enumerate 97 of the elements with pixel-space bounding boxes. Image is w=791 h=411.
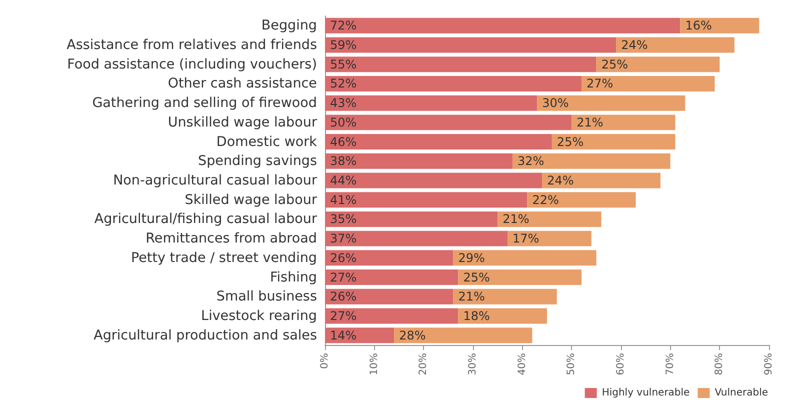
bar <box>680 18 760 34</box>
bar <box>453 288 557 304</box>
data-label: 21% <box>502 212 530 226</box>
data-label: 21% <box>576 115 604 130</box>
data-label: 28% <box>399 328 426 342</box>
data-label: 16% <box>685 18 712 33</box>
bar <box>542 172 660 188</box>
bar <box>325 230 508 246</box>
y-tick-label: Assistance from relatives and friends <box>66 37 317 54</box>
bar <box>325 153 512 169</box>
bar <box>537 95 686 111</box>
y-tick-label: Petty trade / street vending <box>130 250 317 266</box>
data-label: 25% <box>556 134 584 149</box>
x-tick-label: 0% <box>320 353 330 369</box>
bar <box>453 250 596 266</box>
y-tick-label: Other cash assistance <box>168 76 317 92</box>
bar <box>512 153 670 169</box>
bar <box>325 211 498 227</box>
data-label: 26% <box>330 290 357 304</box>
bar <box>498 211 602 227</box>
y-tick-label: Unskilled wage labour <box>168 114 318 130</box>
x-tick-label: 80% <box>714 353 726 376</box>
x-tick-label: 90% <box>764 353 774 376</box>
bar <box>325 134 552 150</box>
data-label: 24% <box>547 174 574 188</box>
data-label: 59% <box>330 38 357 52</box>
bar <box>325 328 394 344</box>
data-label: 46% <box>330 134 357 149</box>
bar <box>325 95 538 111</box>
legend-label: Highly vulnerable <box>602 388 690 398</box>
bar <box>325 270 458 286</box>
x-tick-label: 60% <box>616 353 626 376</box>
y-tick-label: Remittances from abroad <box>146 230 317 247</box>
data-label: 30% <box>542 96 569 110</box>
data-label: 27% <box>586 76 614 91</box>
data-label: 21% <box>458 290 485 304</box>
x-tick-label: 40% <box>516 353 528 376</box>
data-label: 41% <box>330 192 357 207</box>
bar <box>572 114 676 130</box>
data-label: 29% <box>458 250 485 265</box>
y-tick-label: Food assistance (including vouchers) <box>67 56 317 72</box>
data-label: 55% <box>330 57 357 72</box>
bar <box>552 134 676 150</box>
data-label: 37% <box>330 232 357 246</box>
data-label: 35% <box>330 212 357 226</box>
bar <box>527 192 636 208</box>
y-tick-label: Domestic work <box>216 134 318 150</box>
bar <box>325 114 572 130</box>
x-tick-label: 70% <box>664 353 676 376</box>
data-label: 25% <box>463 270 490 284</box>
data-label: 27% <box>330 308 357 323</box>
bar <box>325 192 528 208</box>
bar <box>325 76 582 92</box>
data-label: 17% <box>512 232 540 246</box>
bar <box>325 308 458 324</box>
bar <box>394 328 532 344</box>
bar <box>458 308 547 324</box>
bar <box>582 76 715 92</box>
data-label: 52% <box>330 76 357 91</box>
bar <box>325 56 596 72</box>
bar <box>508 230 592 246</box>
x-tick-label: 10% <box>368 353 380 376</box>
y-tick-label: Begging <box>261 18 317 34</box>
data-label: 32% <box>517 154 544 168</box>
x-tick-label: 30% <box>468 353 478 376</box>
bar <box>325 288 454 304</box>
y-tick-label: Livestock rearing <box>201 308 317 324</box>
data-label: 22% <box>532 192 559 207</box>
bar <box>325 18 680 34</box>
y-tick-label: Gathering and selling of firewood <box>92 95 317 112</box>
x-tick-label: 20% <box>418 353 430 376</box>
bar <box>616 37 734 53</box>
data-label: 25% <box>601 57 628 72</box>
bar <box>458 270 582 286</box>
data-label: 50% <box>330 115 357 130</box>
y-tick-label: Agricultural production and sales <box>94 327 317 344</box>
y-tick-label: Agricultural/fishing casual labour <box>94 211 318 228</box>
data-label: 18% <box>463 308 490 323</box>
x-tick-label: 50% <box>566 353 578 376</box>
data-label: 44% <box>330 174 357 188</box>
y-tick-label: Skilled wage labour <box>184 192 318 208</box>
y-tick-label: Non-agricultural casual labour <box>113 172 318 188</box>
data-label: 72% <box>330 18 357 33</box>
data-label: 38% <box>330 154 357 168</box>
bar <box>325 250 454 266</box>
y-tick-label: Small business <box>216 288 317 305</box>
y-tick-label: Spending savings <box>198 153 317 170</box>
bar <box>596 56 720 72</box>
data-label: 24% <box>621 38 648 52</box>
legend-label: Vulnerable <box>714 388 768 398</box>
data-label: 43% <box>330 96 357 110</box>
data-label: 14% <box>330 328 357 342</box>
bar <box>325 37 616 53</box>
y-tick-label: Fishing <box>270 269 317 286</box>
data-label: 26% <box>330 250 357 265</box>
bar <box>325 172 542 188</box>
data-label: 27% <box>330 270 357 284</box>
